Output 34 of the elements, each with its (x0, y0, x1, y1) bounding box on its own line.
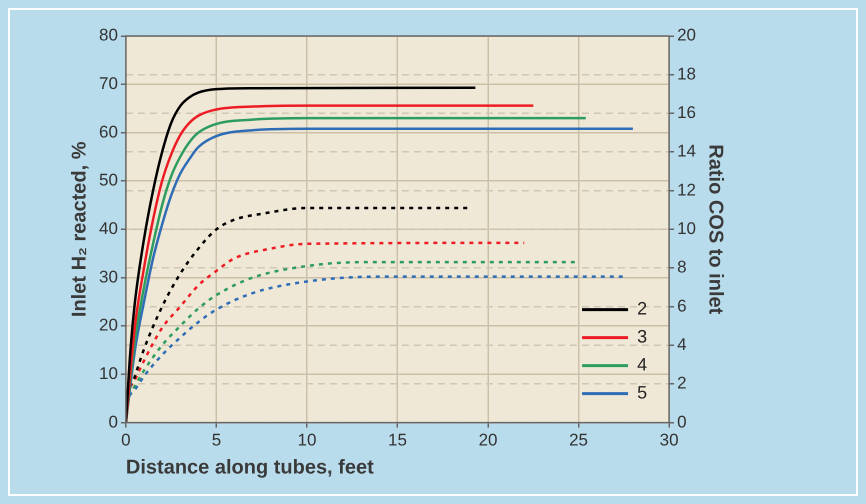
y-tick-label: 30 (98, 267, 118, 286)
y2-tick-label: 12 (677, 180, 696, 200)
x-tick-label: 10 (298, 430, 316, 450)
x-tick-label: 25 (569, 430, 588, 450)
x-tick-label: 20 (478, 430, 498, 450)
legend-label: 3 (637, 326, 648, 347)
y-tick-label: 0 (108, 412, 118, 432)
legend-label: 4 (637, 354, 648, 375)
x-tick-label: 30 (660, 430, 679, 450)
x-axis-title: Distance along tubes, feet (126, 456, 374, 479)
legend-label: 2 (637, 298, 648, 319)
y-tick-label: 80 (98, 26, 118, 45)
y2-tick-label: 14 (677, 142, 696, 161)
x-tick-label: 15 (388, 430, 407, 450)
y-tick-label: 60 (98, 122, 118, 142)
y-tick-label: 20 (98, 316, 118, 335)
y2-tick-label: 8 (677, 258, 687, 277)
legend-label: 5 (637, 382, 648, 403)
y2-tick-label: 18 (677, 64, 696, 84)
x-tick-label: 5 (212, 430, 222, 450)
y2-tick-label: 16 (677, 103, 696, 122)
y-tick-label: 70 (98, 74, 118, 94)
y2-tick-label: 0 (677, 412, 687, 432)
y2-axis-title: Ratio COS to inlet (704, 144, 726, 315)
y2-tick-label: 6 (677, 296, 687, 316)
y-tick-label: 50 (98, 170, 118, 190)
y2-tick-label: 2 (677, 374, 687, 393)
y-tick-label: 40 (98, 218, 118, 238)
y2-tick-label: 20 (677, 26, 696, 45)
y-axis-title: Inlet H₂ reacted, % (68, 141, 91, 318)
x-tick-label: 0 (121, 430, 131, 450)
y-tick-label: 10 (98, 364, 118, 383)
y2-tick-label: 4 (677, 334, 687, 354)
y2-tick-label: 10 (677, 218, 696, 238)
